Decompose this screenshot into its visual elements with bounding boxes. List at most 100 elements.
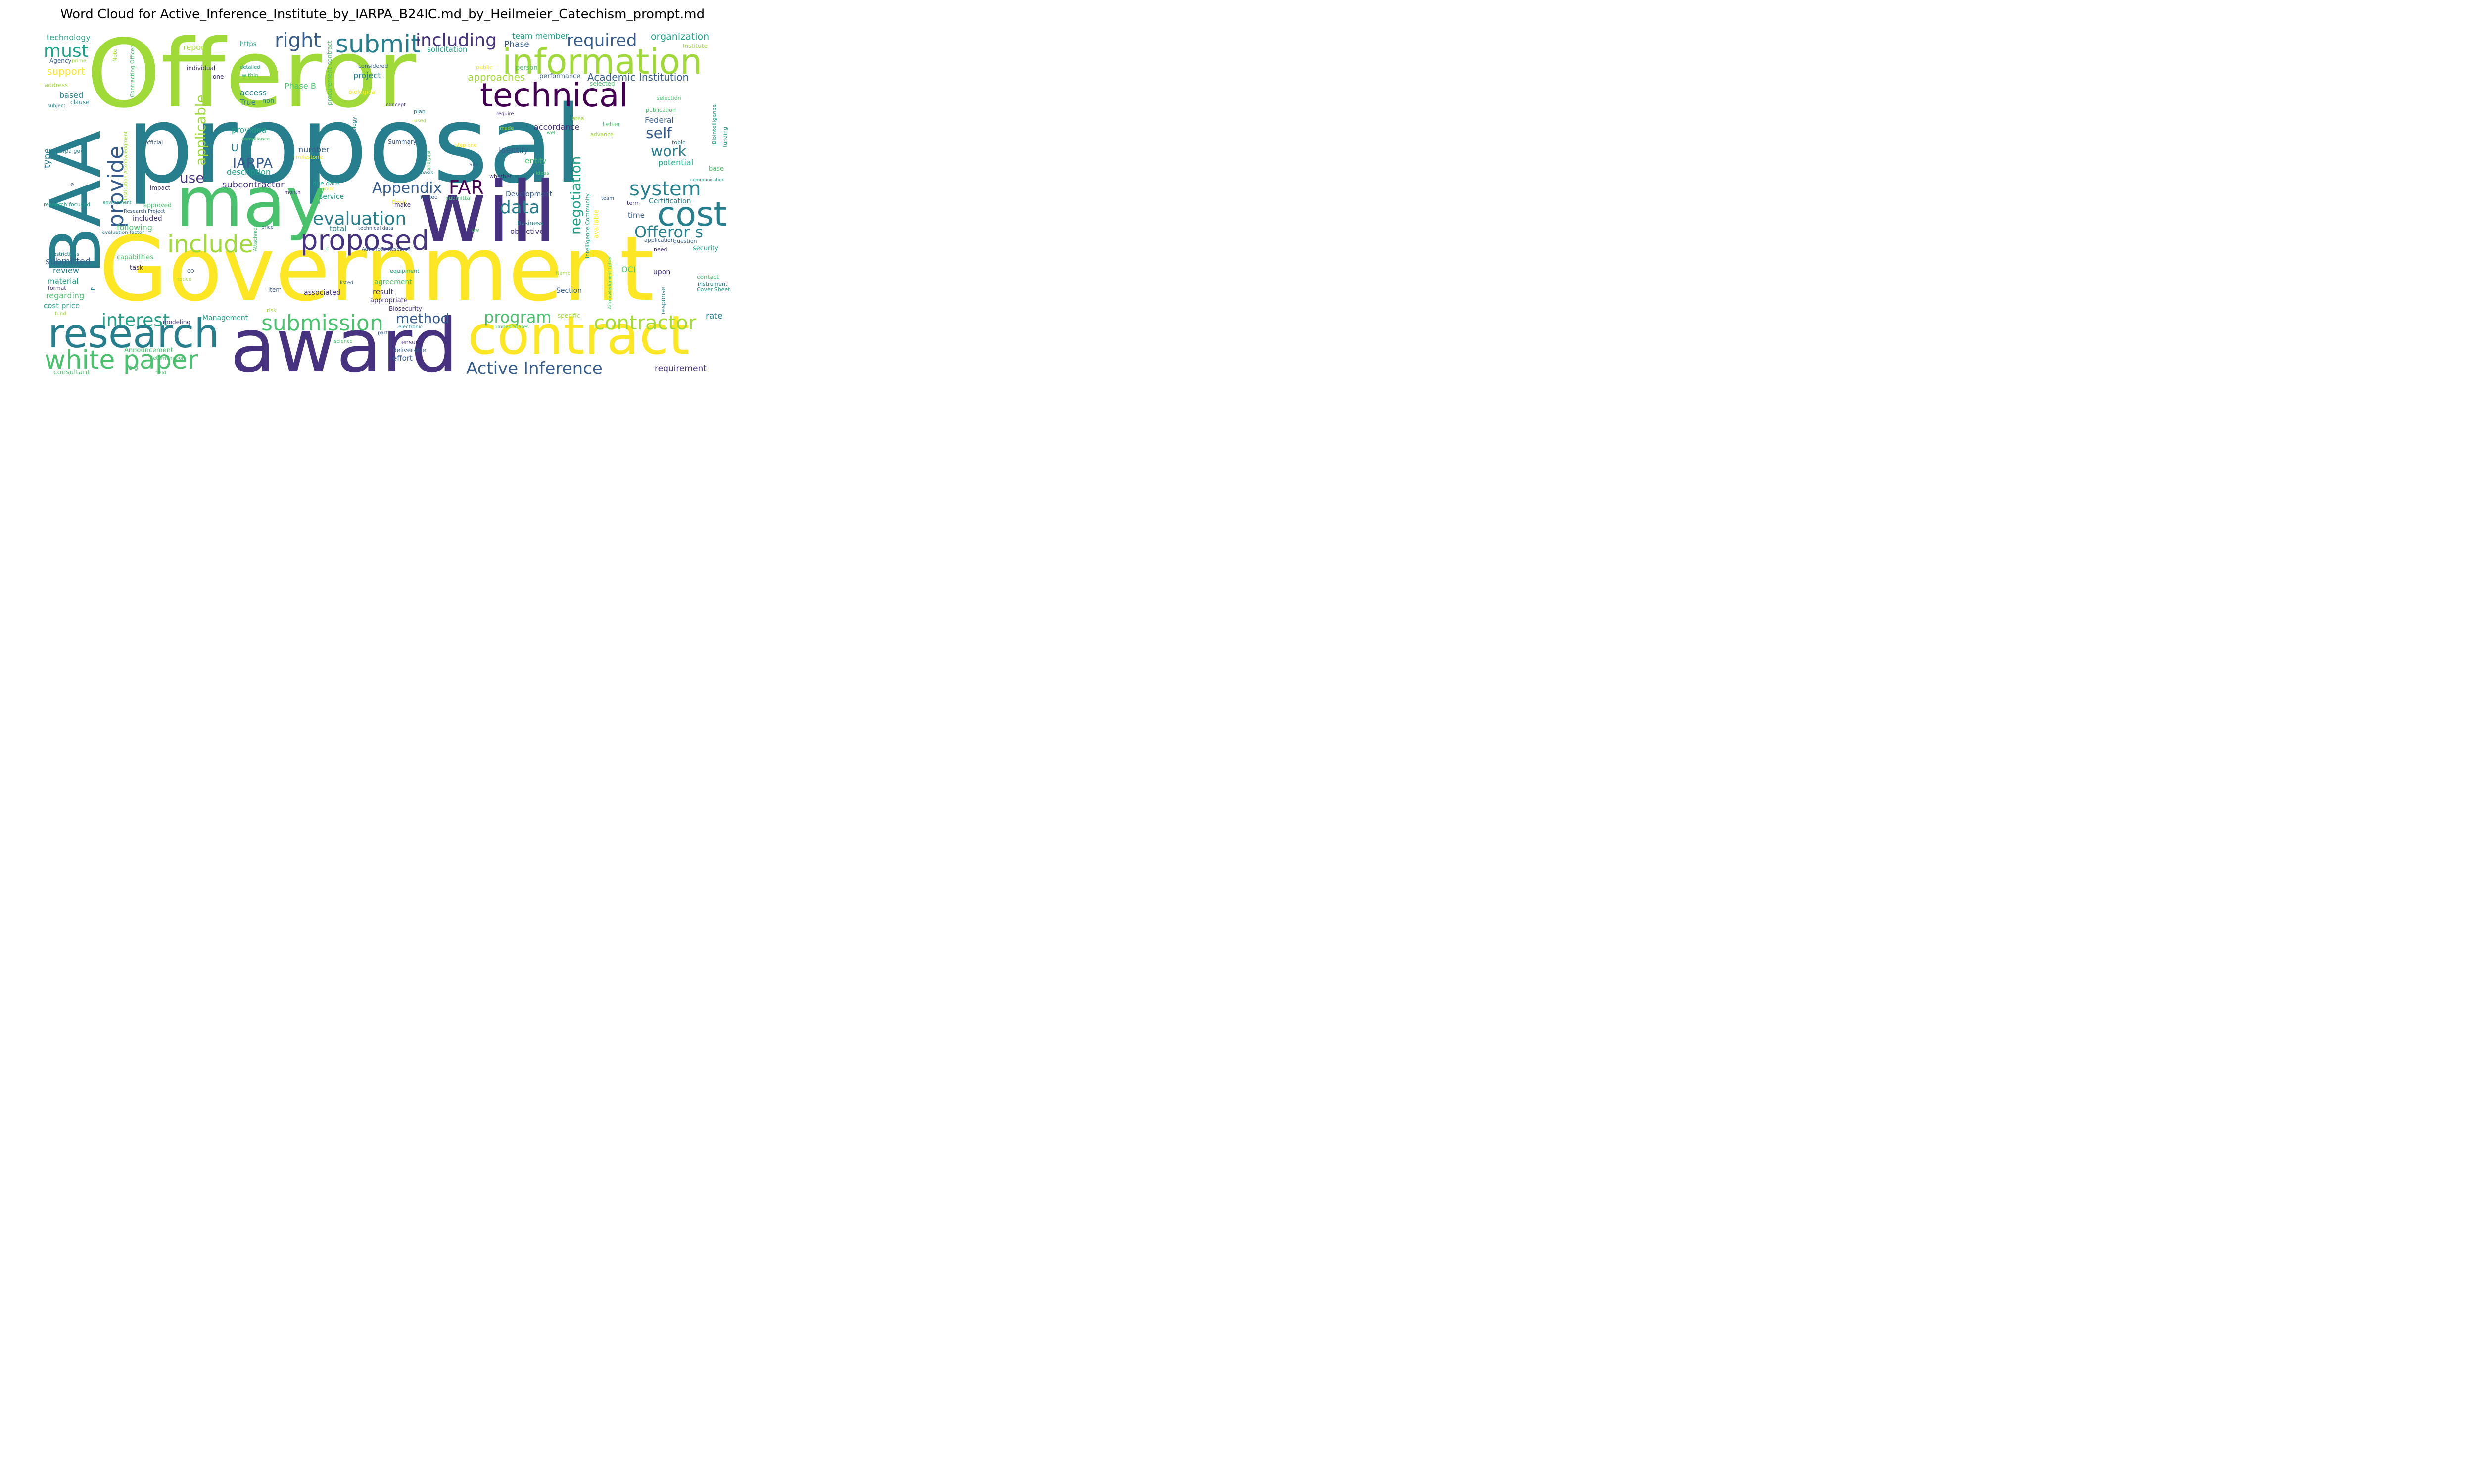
word: IP [91, 287, 96, 292]
word: used [414, 118, 427, 124]
word: report [183, 43, 207, 52]
word: law [470, 227, 479, 233]
word: publication [646, 107, 676, 113]
word: https [240, 41, 257, 48]
word: program [484, 308, 552, 326]
word: question [673, 238, 697, 244]
word: technical [480, 76, 628, 114]
word: Academic Institution [587, 71, 689, 83]
word: require [496, 111, 514, 117]
word: Offeror s [634, 223, 703, 241]
word: provided [232, 125, 267, 135]
word: upon [653, 268, 671, 276]
word: e g [129, 364, 138, 371]
word: total [330, 224, 347, 233]
word: Agency [49, 57, 72, 64]
word: Advanced Research [362, 247, 411, 252]
word: Attachment [253, 222, 258, 251]
word: Certification [649, 197, 691, 205]
word: base [709, 165, 724, 173]
word: type [42, 148, 52, 168]
word: contractor [594, 312, 697, 334]
word: organization [651, 31, 710, 42]
word: Biointelligence [711, 104, 717, 144]
word: clause [70, 99, 90, 106]
word: evaluation [313, 209, 407, 229]
word: use [180, 170, 204, 186]
word: time [628, 211, 645, 220]
word: person [516, 64, 538, 72]
word: approaches [468, 71, 525, 83]
word: research [48, 311, 220, 357]
word: Letter [603, 121, 620, 128]
word: equipment [390, 268, 420, 274]
word: Federal [645, 115, 674, 125]
word: Active Inference [466, 359, 603, 378]
word: iarpa gov [58, 148, 84, 154]
word: self [646, 125, 672, 142]
word: technical data [358, 226, 394, 231]
word: negotiation [568, 156, 584, 235]
word: make [394, 201, 411, 208]
word: Biosecurity [389, 305, 422, 312]
word: support [47, 65, 85, 77]
word: access [240, 88, 267, 97]
word: right [275, 29, 321, 52]
word: Name [556, 271, 571, 276]
word: area [572, 115, 584, 122]
word: biological [348, 89, 377, 95]
word: public [476, 64, 493, 71]
word: U S [231, 142, 248, 154]
word: contact [697, 274, 719, 280]
word: applicable [192, 94, 209, 166]
word: instrument [698, 281, 728, 287]
word: cost [657, 195, 727, 234]
word: due date [313, 180, 339, 187]
word: impact [150, 185, 171, 191]
word: science [334, 339, 353, 344]
word: requirement [655, 364, 707, 373]
word: e [70, 181, 74, 188]
word: ensure [401, 339, 422, 346]
word: rate [706, 311, 723, 321]
word: Announcement [124, 347, 173, 354]
word: objective [510, 227, 544, 236]
word: Management [202, 314, 248, 322]
word: required [567, 31, 637, 50]
word: submission [261, 311, 383, 336]
word: will [418, 164, 557, 262]
word: topic [672, 139, 686, 146]
word: Offeror [87, 19, 416, 129]
word: listed [340, 280, 354, 286]
word: part [378, 330, 388, 336]
word: IARPA [233, 155, 273, 171]
word: security [693, 245, 718, 252]
word: FAR [449, 177, 484, 198]
word: procurement contract [326, 41, 333, 105]
word: format [48, 285, 66, 291]
word: approved [143, 202, 172, 209]
word: proposal [126, 83, 583, 207]
word: specific [558, 312, 580, 319]
word: submitted [46, 256, 91, 267]
word: agreement [374, 278, 412, 286]
word: Institute [683, 43, 708, 49]
word: consultant [53, 369, 90, 376]
word: Intelligence Community [584, 193, 591, 258]
word: advance [590, 131, 614, 138]
word: Business [517, 220, 543, 227]
word: OCI [621, 265, 636, 274]
word: need [654, 246, 667, 253]
word: True [240, 98, 256, 107]
word: Section [556, 287, 582, 295]
word: deliverable [393, 347, 426, 354]
word: Phase [504, 40, 529, 49]
word: Appendix [372, 180, 442, 197]
word: CO [187, 269, 194, 274]
word: evaluation factor [102, 230, 144, 235]
word: ideas [536, 171, 549, 176]
word: official [145, 139, 163, 146]
word: Institution Acknowledgment [123, 131, 129, 200]
word: plan [414, 108, 426, 115]
word: result [373, 287, 394, 296]
